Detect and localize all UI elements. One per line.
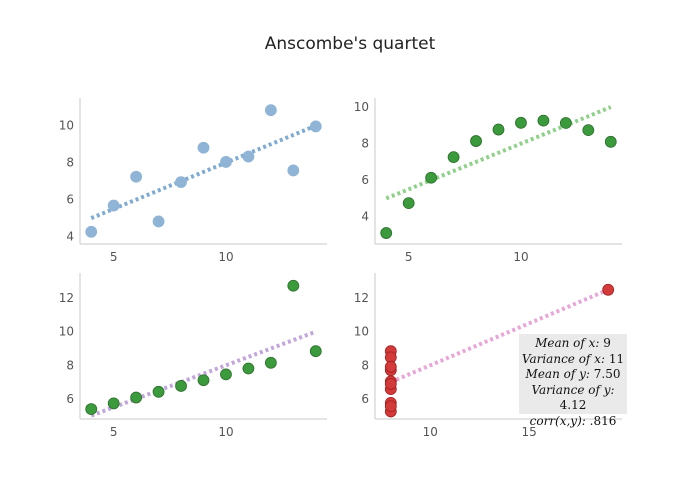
panel4-x-tick-label: 10 [423,425,438,439]
panel1-y-tick-label: 4 [66,230,74,244]
panel3-data-point [85,403,98,415]
panel2-data-point [492,123,505,136]
panel2-data-point [447,151,460,164]
panel3-data-point [287,279,300,292]
panel1-data-point [152,215,165,228]
panel4-y-tick-label: 10 [354,325,369,339]
panel3-fit-line [90,329,317,418]
panel1-x-tick-label: 5 [110,250,118,264]
panel1-x-tick-label: 10 [218,250,233,264]
panel1-data-point [242,150,255,163]
panel2-y-tick-label: 10 [354,100,369,114]
panel4-data-point [384,378,397,390]
panel1-data-point [309,120,322,133]
panel1-data-point [220,156,232,168]
panel3-y-tick-label: 12 [59,291,74,305]
panel1-y-tick-label: 8 [66,156,74,170]
panel4-y-tick-label: 6 [361,392,369,406]
panel3-data-point [107,397,120,410]
panel4-data-point [384,400,397,413]
panel4-x-tick-label: 15 [521,425,536,439]
panel3-data-point [220,368,232,381]
panel4-data-point [602,283,615,296]
panel2-x-tick-label: 10 [513,250,528,264]
panel2-fit-line [385,105,612,201]
panel1-data-point [264,104,277,117]
panel3-data-point [130,391,143,404]
panel3-data-point [175,380,187,392]
panel4-y-tick-label: 8 [361,358,369,372]
panel3-x-tick-label: 10 [218,425,233,439]
panel4-data-point [384,360,397,373]
stat-variance-x: Variance of x: 11 [521,351,625,366]
panel3-x-tick-label: 5 [110,425,118,439]
panel3-data-point [309,345,322,358]
panel1-fit-line [90,123,317,220]
stat-corr: corr(x,y): .816 [529,413,617,428]
panel1-y-tick-label: 10 [59,119,74,133]
panel1-data-point [175,176,187,188]
panel2-data-point [582,124,595,137]
panel2-data-point [402,197,415,210]
panel4-y-tick-label: 12 [354,291,369,305]
panel3-y-tick-label: 10 [59,325,74,339]
stat-mean-x: Mean of x: 9 [535,336,611,350]
panel2-data-point [380,227,393,239]
panel3-data-point [197,374,210,387]
panel2-data-point [425,171,438,184]
panel3-data-point [264,356,277,369]
panel2-y-tick-label: 8 [361,137,369,151]
panel2-x-tick-label: 5 [405,250,413,264]
chart-title: Anscombe's quartet [264,34,436,54]
panel2-y-tick-label: 4 [361,210,369,224]
stat-mean-y: Mean of y: 7.50 [525,367,621,381]
panel2-data-point [515,116,527,129]
panel3-y-tick-label: 6 [66,392,74,406]
panel1-y-tick-label: 6 [66,193,74,207]
panel2-data-point [470,135,482,147]
panel3-data-point [152,385,165,398]
panel3-data-point [242,362,255,375]
panel3-y-tick-label: 8 [66,358,74,372]
stat-variance-y: Variance of y: 4.12 [531,382,615,413]
panel2-data-point [537,114,550,127]
panel2-data-point [559,117,572,129]
panel1-data-point [107,199,120,212]
panel2-data-point [604,135,617,148]
panel2-y-tick-label: 6 [361,173,369,187]
panel1-data-point [85,225,98,238]
panel1-data-point [130,170,143,183]
panel1-data-point [287,164,300,177]
stats-annotation: Mean of x: 9 Variance of x: 11 Mean of y… [519,334,627,428]
panel1-data-point [197,141,210,154]
